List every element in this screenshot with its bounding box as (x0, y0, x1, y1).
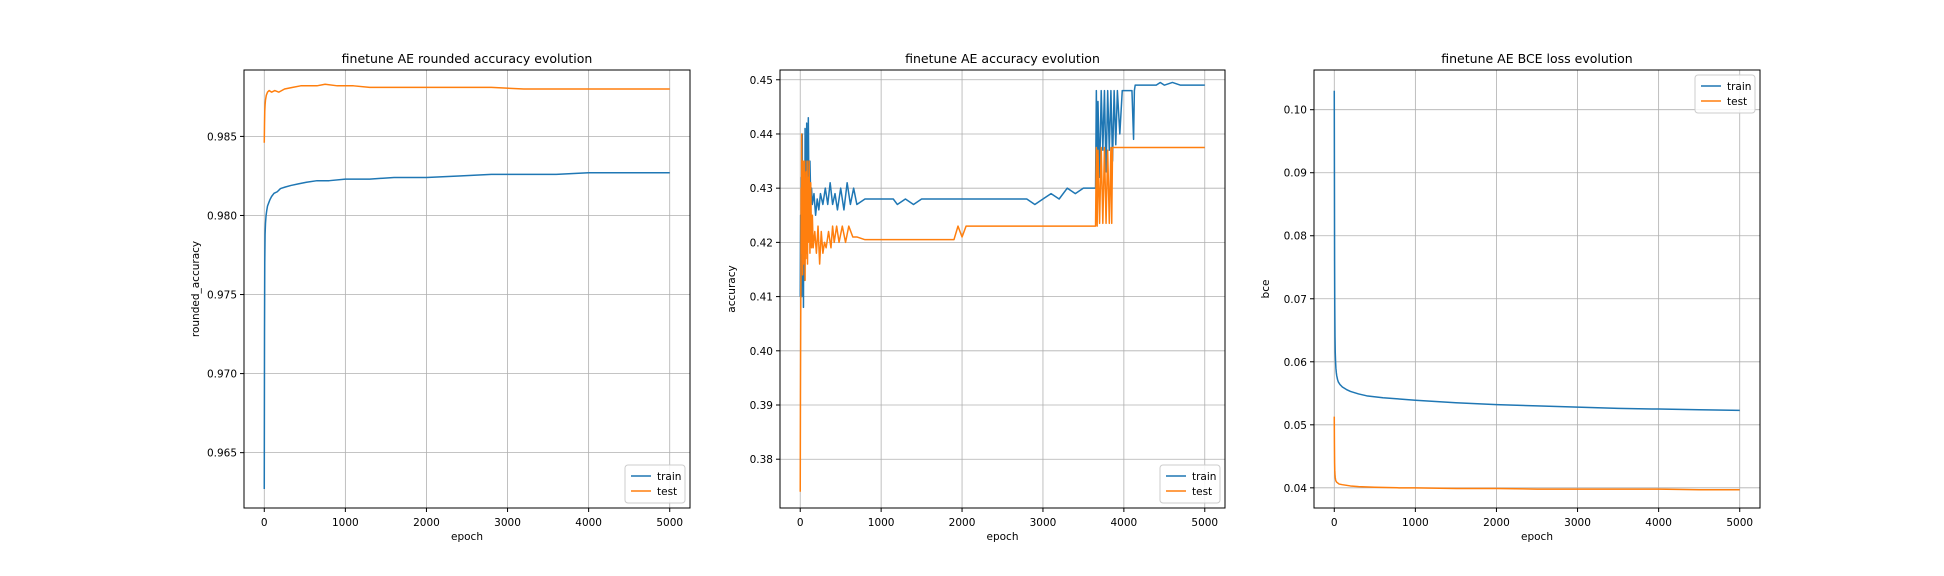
x-axis-label: epoch (987, 531, 1019, 543)
legend-label-train: train (657, 471, 681, 483)
y-tick-label: 0.985 (207, 131, 237, 143)
y-axis-label: bce (1260, 280, 1272, 299)
chart-panel: 0 1000 2000 3000 4000 5000 0.04 0.05 0.06 0.07 0.0… (1260, 51, 1761, 543)
x-tick-label: 1000 (1402, 517, 1429, 529)
x-tick-label: 4000 (575, 517, 602, 529)
chart-title: finetune AE accuracy evolution (905, 51, 1100, 66)
y-tick-label: 0.04 (1284, 483, 1308, 495)
y-tick-label: 0.07 (1284, 294, 1307, 306)
series-line-test (263, 83, 670, 143)
x-tick-label: 2000 (949, 517, 976, 529)
y-tick-label: 0.05 (1284, 420, 1307, 432)
y-tick-label: 0.38 (750, 454, 773, 466)
y-tick-label: 0.08 (1284, 231, 1307, 243)
x-axis-label: epoch (451, 531, 483, 543)
chart-panel: 0 1000 2000 3000 4000 5000 0.38 0.39 0.40 0.41 0.4… (726, 51, 1226, 543)
y-tick-label: 0.10 (1284, 105, 1307, 117)
series-line-test (1333, 416, 1740, 491)
y-axis-label: rounded_accuracy (190, 241, 202, 337)
x-tick-label: 2000 (413, 517, 440, 529)
x-tick-label: 4000 (1110, 517, 1137, 529)
y-tick-label: 0.43 (750, 183, 773, 195)
x-tick-label: 0 (1331, 517, 1338, 529)
y-tick-label: 0.41 (750, 292, 773, 304)
x-tick-label: 3000 (1564, 517, 1591, 529)
y-tick-label: 0.970 (207, 369, 237, 381)
series-line-test (799, 133, 1205, 492)
legend: train test (1159, 464, 1221, 504)
y-tick-label: 0.06 (1284, 357, 1308, 369)
x-tick-label: 0 (261, 517, 268, 529)
axes-frame (1313, 69, 1761, 509)
x-tick-label: 3000 (1030, 517, 1057, 529)
x-axis-label: epoch (1521, 531, 1553, 543)
series-line-train (799, 81, 1205, 309)
x-tick-label: 4000 (1645, 517, 1672, 529)
y-tick-label: 0.45 (750, 75, 773, 87)
x-tick-label: 5000 (1191, 517, 1218, 529)
x-tick-label: 0 (797, 517, 804, 529)
y-axis-label: accuracy (726, 265, 738, 312)
y-tick-label: 0.965 (207, 448, 237, 460)
legend-box (1159, 464, 1221, 504)
legend-label-test: test (1727, 96, 1747, 108)
series-line-train (1333, 90, 1740, 412)
chart-title: finetune AE BCE loss evolution (1441, 51, 1632, 66)
legend-label-test: test (1192, 486, 1212, 498)
x-tick-label: 5000 (1726, 517, 1753, 529)
x-tick-label: 3000 (494, 517, 521, 529)
series-line-train (263, 172, 670, 490)
y-tick-label: 0.09 (1284, 168, 1307, 180)
y-tick-label: 0.975 (207, 290, 237, 302)
axes-frame (243, 69, 691, 509)
legend-box (1694, 74, 1756, 114)
x-tick-label: 2000 (1483, 517, 1510, 529)
y-tick-label: 0.42 (750, 237, 773, 249)
legend-label-test: test (657, 486, 677, 498)
chart-panel: 0 1000 2000 3000 4000 5000 0.965 0.970 0.975 0.98… (190, 51, 691, 543)
legend-box (624, 464, 686, 504)
axes-frame (779, 69, 1226, 509)
chart-title: finetune AE rounded accuracy evolution (342, 51, 593, 66)
legend-label-train: train (1727, 81, 1751, 93)
legend: train test (624, 464, 686, 504)
y-tick-label: 0.980 (207, 210, 237, 222)
x-tick-label: 1000 (332, 517, 359, 529)
y-tick-label: 0.44 (750, 129, 774, 141)
y-tick-label: 0.40 (750, 346, 773, 358)
legend: train test (1694, 74, 1756, 114)
x-tick-label: 1000 (868, 517, 895, 529)
legend-label-train: train (1192, 471, 1216, 483)
x-tick-label: 5000 (656, 517, 683, 529)
y-tick-label: 0.39 (750, 400, 773, 412)
